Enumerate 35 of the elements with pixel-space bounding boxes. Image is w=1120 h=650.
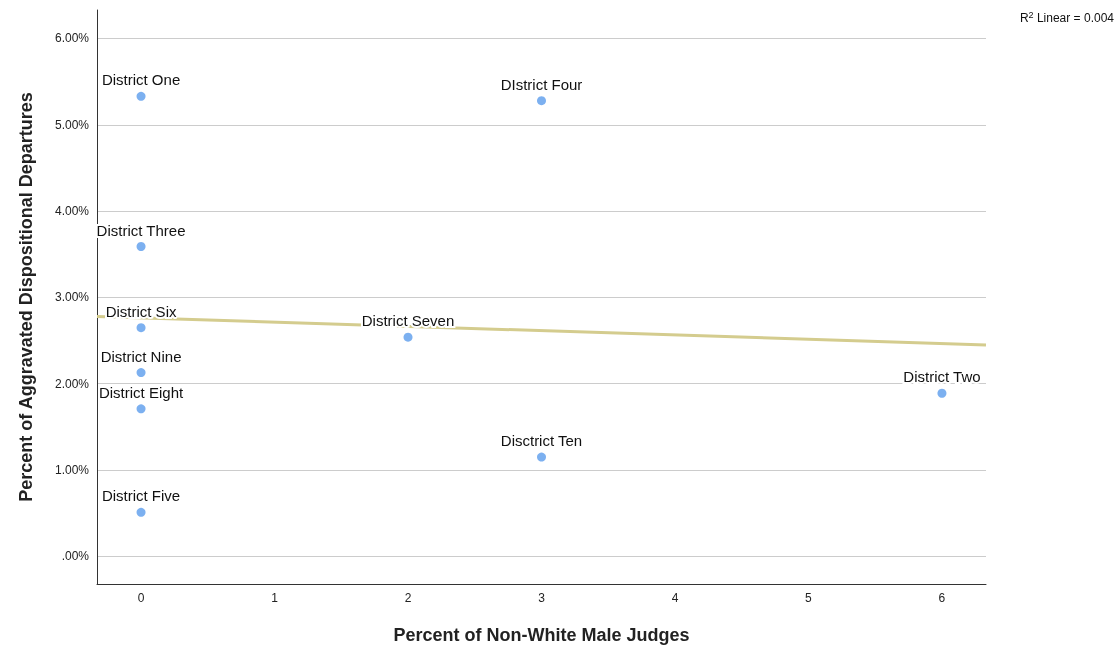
point xyxy=(136,404,146,414)
point xyxy=(136,323,146,333)
point xyxy=(403,332,413,342)
point xyxy=(537,452,546,462)
x-tick-label: 1 xyxy=(271,591,279,605)
annotation: District Nine xyxy=(100,347,182,365)
annotation: District Seven xyxy=(361,312,455,330)
point xyxy=(136,507,146,517)
y-tick-label: 2.00% xyxy=(54,376,90,391)
annotation: District One xyxy=(101,71,181,89)
point xyxy=(136,242,146,251)
y-tick-label: 4.00% xyxy=(54,204,90,219)
x-tick-label: 0 xyxy=(137,591,145,605)
annotation: District Eight xyxy=(98,383,184,401)
point xyxy=(937,388,947,398)
annotation: District Five xyxy=(101,487,181,505)
annotation: Disctrict Ten xyxy=(500,432,583,450)
y-axis-title: Percent of Aggravated Dispositional Departures xyxy=(16,92,36,502)
x-tick-label: 2 xyxy=(404,591,412,605)
point xyxy=(136,368,146,378)
point xyxy=(537,96,546,106)
y-tick-label: 1.00% xyxy=(54,463,90,478)
x-tick-label: 6 xyxy=(938,591,946,605)
point xyxy=(136,91,146,101)
y-tick-label: 5.00% xyxy=(54,117,90,132)
y-tick-label: .00% xyxy=(61,549,90,564)
annotation: District Six xyxy=(105,302,177,320)
y-tick-label: 3.00% xyxy=(54,290,90,305)
x-tick-label: 4 xyxy=(671,591,679,605)
x-tick-label: 5 xyxy=(805,591,813,605)
annotation: District Two xyxy=(903,368,981,386)
annotation: DIstrict Four xyxy=(500,75,583,93)
x-axis-title: Percent of Non-White Male Judges xyxy=(393,625,690,645)
x-tick-label: 3 xyxy=(538,591,546,605)
y-tick-label: 6.00% xyxy=(54,31,90,46)
